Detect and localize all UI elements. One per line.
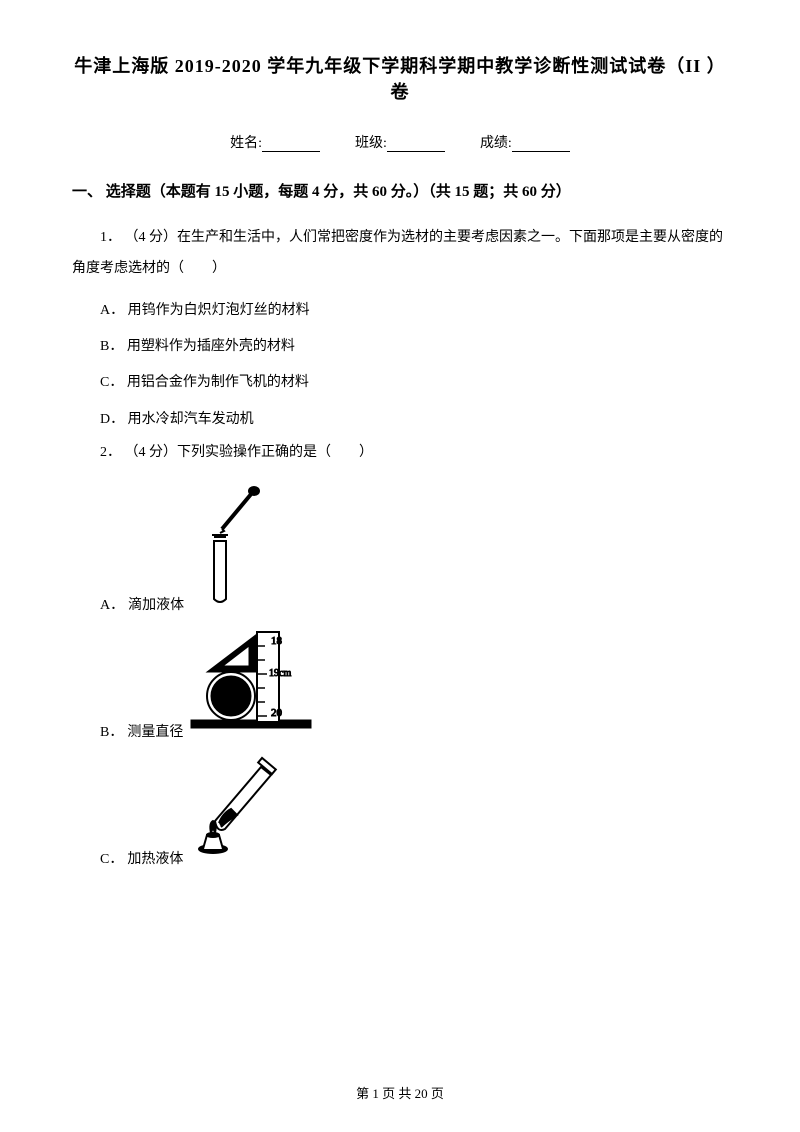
q2-optB-letter: B．: [72, 721, 123, 741]
class-blank[interactable]: [387, 136, 445, 152]
q2-option-c: C． 加热液体: [72, 753, 728, 868]
class-label: 班级:: [355, 136, 387, 151]
heating-tube-icon: [183, 753, 293, 868]
q2-number: 2．: [100, 445, 121, 460]
q2-points: （4 分）: [125, 445, 178, 460]
question-2: 2． （4 分）下列实验操作正确的是（ ）: [72, 438, 728, 469]
q1-option-a: A． 用钨作为白炽灯泡灯丝的材料: [72, 293, 728, 329]
score-label: 成绩:: [480, 136, 512, 151]
q2-text: 下列实验操作正确的是（ ）: [177, 445, 373, 460]
name-label: 姓名:: [230, 136, 262, 151]
exam-title: 牛津上海版 2019-2020 学年九年级下学期科学期中教学诊断性测试试卷（II…: [72, 52, 728, 104]
svg-text:20: 20: [271, 707, 283, 719]
q2-optC-text: 加热液体: [127, 848, 183, 868]
q2-optC-letter: C．: [72, 848, 123, 868]
svg-text:19cm: 19cm: [269, 668, 291, 679]
section-header: 一、 选择题（本题有 15 小题，每题 4 分，共 60 分。）（共 15 题；…: [72, 180, 728, 201]
svg-text:18: 18: [271, 635, 283, 647]
question-1: 1． （4 分）在生产和生活中，人们常把密度作为选材的主要考虑因素之一。下面那项…: [72, 223, 728, 285]
score-blank[interactable]: [512, 136, 570, 152]
q2-optB-text: 测量直径: [127, 721, 183, 741]
q2-optA-text: 滴加液体: [128, 594, 184, 614]
q2-optA-letter: A．: [72, 594, 124, 614]
q1-number: 1．: [100, 230, 121, 245]
name-blank[interactable]: [262, 136, 320, 152]
q1-option-c: C． 用铝合金作为制作飞机的材料: [72, 365, 728, 401]
q2-option-a: A． 滴加液体: [72, 481, 728, 614]
dropper-tube-icon: [184, 481, 272, 614]
q1-option-d: D． 用水冷却汽车发动机: [72, 402, 728, 438]
ruler-triangle-icon: 18 19cm 20: [183, 626, 323, 741]
q1-option-b: B． 用塑料作为插座外壳的材料: [72, 329, 728, 365]
q2-option-b: B． 测量直径 18 19cm 20: [72, 626, 728, 741]
student-info-line: 姓名: 班级: 成绩:: [72, 132, 728, 152]
q1-points: （4 分）: [125, 230, 178, 245]
page-footer: 第 1 页 共 20 页: [0, 1083, 800, 1102]
